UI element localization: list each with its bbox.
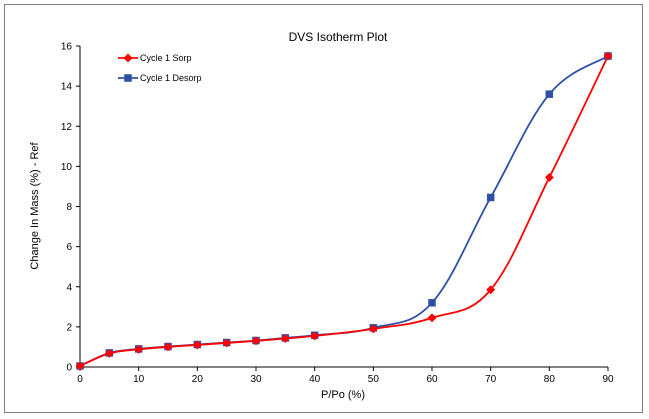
series-markers-square	[76, 52, 612, 370]
axes: 0 2 4 6 8 10 12 14 16 0 10 20 30 40 50 60 70 80 90	[61, 42, 614, 386]
x-tick-label: 20	[192, 374, 204, 385]
data-point	[222, 338, 232, 348]
x-tick-label: 50	[368, 374, 380, 385]
series-markers-diamond	[75, 51, 613, 371]
data-point	[192, 340, 202, 350]
series-line	[79, 55, 609, 367]
chart-frame	[4, 4, 643, 413]
data-point	[486, 285, 496, 295]
x-tick-label: 30	[250, 374, 262, 385]
data-point	[75, 361, 85, 371]
y-tick-label: 4	[66, 282, 72, 293]
data-point	[280, 333, 290, 344]
y-tick-label: 6	[66, 242, 72, 253]
y-tick-label: 8	[66, 202, 72, 213]
x-tick-label: 40	[309, 374, 321, 385]
y-tick-label: 2	[66, 322, 72, 333]
y-tick-label: 10	[61, 162, 73, 173]
x-axis-title: P/Po (%)	[321, 389, 365, 401]
data-point	[603, 51, 613, 61]
chart-title: DVS Isotherm Plot	[289, 30, 388, 44]
legend-label: Cycle 1 Desorp	[140, 73, 202, 83]
data-point	[104, 348, 114, 358]
legend-swatch-marker	[124, 74, 132, 82]
data-point	[544, 172, 554, 182]
x-tick-label: 70	[485, 374, 497, 385]
legend: Cycle 1 Sorp Cycle 1 Desorp	[118, 53, 202, 83]
data-point	[428, 299, 436, 307]
x-tick-label: 80	[544, 374, 556, 385]
data-point	[163, 342, 173, 352]
data-point	[310, 331, 320, 341]
series-square	[79, 55, 609, 367]
x-tick-label: 0	[77, 374, 83, 385]
x-tick-label: 90	[602, 374, 614, 385]
data-point	[486, 193, 495, 202]
legend-item: Cycle 1 Desorp	[118, 73, 202, 83]
y-tick-label: 12	[61, 122, 73, 133]
y-tick-label: 0	[66, 363, 72, 374]
data-point	[134, 344, 144, 354]
x-tick-label: 60	[426, 374, 438, 385]
legend-label: Cycle 1 Sorp	[140, 53, 192, 63]
legend-swatch-marker	[123, 53, 133, 63]
plot-area	[75, 51, 613, 371]
y-tick-label: 14	[61, 82, 73, 93]
series-line	[79, 55, 609, 367]
series-diamond	[79, 55, 609, 367]
data-point	[427, 313, 437, 323]
data-point	[368, 324, 378, 334]
y-tick-label: 16	[61, 42, 73, 53]
legend-item: Cycle 1 Sorp	[118, 53, 192, 63]
y-axis-title: Change In Mass (%) - Ref	[29, 141, 41, 269]
data-point	[251, 336, 261, 346]
data-point	[545, 90, 554, 98]
x-tick-label: 10	[133, 374, 145, 385]
